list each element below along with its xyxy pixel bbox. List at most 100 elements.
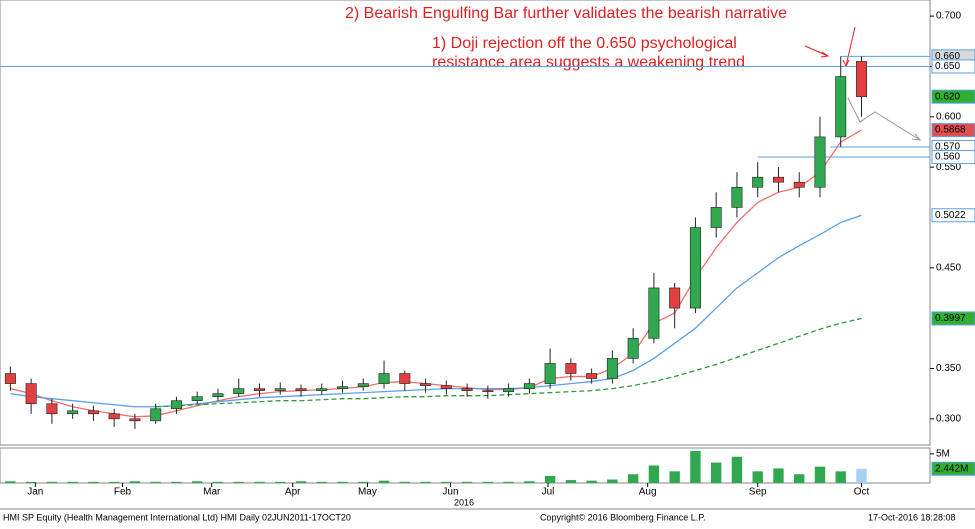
- volume-bar: [316, 481, 327, 483]
- candle-body: [586, 373, 598, 379]
- volume-bar: [46, 481, 58, 483]
- candle-body: [25, 383, 37, 405]
- price-tag: [931, 123, 975, 138]
- volume-bar: [295, 481, 307, 483]
- volume-bar: [669, 471, 680, 483]
- candle-body: [689, 227, 701, 309]
- candle-body: [295, 388, 307, 391]
- y-tick-label: 0.600: [936, 111, 961, 122]
- volume-bar: [794, 474, 805, 483]
- price-tag: [931, 208, 975, 223]
- candle-body: [565, 363, 577, 374]
- price-tag: [931, 461, 975, 476]
- volume-bar: [399, 481, 410, 483]
- candle-body: [710, 207, 722, 228]
- candle-body: [4, 373, 16, 384]
- x-tick-label: Oct: [854, 487, 870, 498]
- volume-tick-label: 5M: [936, 448, 950, 459]
- moving-average: [10, 214, 862, 408]
- volume-bar: [378, 480, 390, 483]
- x-tick-label: Mar: [203, 487, 221, 498]
- volume-bar: [233, 481, 244, 483]
- x-tick-label: Apr: [285, 487, 301, 498]
- candle-body: [233, 388, 245, 394]
- x-tick-label: Jan: [27, 487, 43, 498]
- price-tag-label: 0.570: [935, 142, 960, 153]
- volume-bar: [773, 468, 784, 483]
- volume-bar: [88, 481, 99, 483]
- x-tick-label: Feb: [114, 487, 132, 498]
- y-tick-label: 0.350: [936, 363, 961, 374]
- volume-bar: [358, 481, 369, 483]
- candle-body: [752, 176, 764, 188]
- price-tag: [931, 59, 975, 74]
- candle-body: [337, 386, 349, 389]
- annotation: 2) Bearish Engulfing Bar further validat…: [345, 5, 787, 22]
- volume-bar: [565, 480, 577, 483]
- x-tick-label: Jul: [542, 487, 555, 498]
- candle-body: [648, 287, 660, 339]
- volume-bar: [67, 481, 78, 483]
- y-tick-label: 0.300: [936, 413, 961, 424]
- x-tick-label: Aug: [639, 487, 657, 498]
- volume-bar: [544, 476, 556, 483]
- volume-bar: [192, 481, 203, 483]
- x-tick-label: May: [358, 487, 377, 498]
- annotation: resistance area suggests a weakening tre…: [432, 54, 745, 71]
- volume-bar: [254, 481, 265, 483]
- candle-body: [440, 385, 452, 389]
- candle-body: [274, 388, 286, 391]
- candle-body: [87, 410, 99, 415]
- price-panel: [0, 0, 931, 446]
- volume-bar: [814, 466, 826, 483]
- candle-body: [731, 186, 743, 208]
- candle-body: [150, 408, 162, 422]
- candle-body: [399, 373, 411, 384]
- volume-bar: [420, 481, 431, 483]
- volume-bar: [108, 481, 120, 483]
- volume-bar: [5, 481, 16, 483]
- candle-body: [378, 373, 390, 384]
- volume-bar: [731, 456, 743, 483]
- candle-body: [108, 413, 120, 420]
- annotation: 1) Doji rejection off the 0.650 psycholo…: [432, 35, 737, 52]
- volume-bar: [648, 465, 660, 483]
- volume-bar: [482, 481, 494, 483]
- candle-body: [67, 410, 79, 415]
- volume-bar: [586, 480, 597, 483]
- x-tick-label: Jun: [442, 487, 458, 498]
- price-tag: [931, 89, 975, 104]
- candle-body: [482, 390, 494, 392]
- candle-body: [772, 176, 784, 183]
- candle-body: [316, 388, 328, 391]
- candle-body: [461, 388, 473, 391]
- candle-body: [46, 403, 58, 415]
- price-tag: [931, 311, 975, 326]
- footer-left: HMI SP Equity (Health Management Interna…: [3, 512, 351, 522]
- candle-body: [420, 383, 432, 386]
- y-tick-label: 0.450: [936, 262, 961, 273]
- volume-bar: [856, 468, 867, 483]
- volume-bar: [524, 481, 535, 483]
- volume-bar: [129, 481, 141, 483]
- volume-bar: [710, 462, 722, 483]
- price-tag-label: 0.660: [935, 51, 960, 62]
- volume-bar: [275, 481, 286, 483]
- volume-bar: [25, 481, 37, 483]
- volume-bar: [337, 481, 348, 483]
- candle-body: [212, 393, 224, 397]
- volume-bar: [503, 481, 514, 483]
- candle-body: [669, 287, 681, 309]
- candle-body: [170, 400, 182, 410]
- volume-bar: [212, 481, 224, 483]
- y-tick-label: 0.700: [936, 11, 961, 22]
- candle-body: [835, 76, 847, 138]
- volume-bar: [441, 481, 452, 483]
- volume-bar: [150, 481, 161, 483]
- candle-body: [357, 383, 369, 387]
- annotation-arrows: [804, 26, 856, 68]
- price-tag-label: 0.5868: [935, 125, 966, 136]
- candle-body: [627, 337, 639, 359]
- candle-body: [606, 358, 618, 379]
